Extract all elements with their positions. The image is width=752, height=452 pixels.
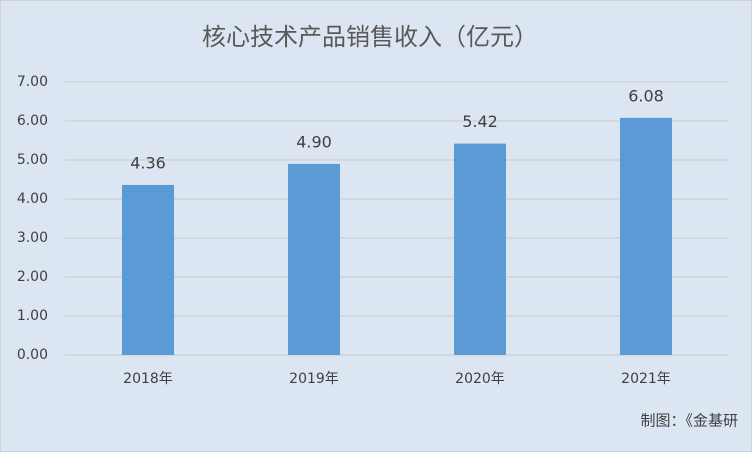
y-tick-label: 4.00: [17, 191, 48, 207]
y-tick-label: 1.00: [17, 308, 48, 324]
value-label: 4.36: [130, 153, 166, 172]
y-tick-label: 7.00: [17, 74, 48, 90]
y-tick-label: 0.00: [17, 347, 48, 363]
bar: [454, 143, 506, 355]
chart-title: 核心技术产品销售收入（亿元）: [202, 23, 538, 51]
y-tick-label: 5.00: [17, 152, 48, 168]
x-tick-label: 2018年: [123, 371, 173, 387]
bar: [122, 184, 174, 355]
x-tick-label: 2020年: [455, 371, 505, 387]
y-tick-label: 2.00: [17, 269, 48, 285]
source-note: 制图：《金基研: [640, 412, 738, 430]
value-label: 5.42: [462, 112, 498, 131]
y-tick-label: 6.00: [17, 113, 48, 129]
bar: [288, 163, 340, 355]
y-tick-label: 3.00: [17, 230, 48, 246]
x-tick-label: 2019年: [289, 371, 339, 387]
bar: [620, 117, 672, 355]
x-tick-label: 2021年: [621, 371, 671, 387]
value-label: 6.08: [628, 86, 664, 105]
value-label: 4.90: [296, 132, 332, 151]
